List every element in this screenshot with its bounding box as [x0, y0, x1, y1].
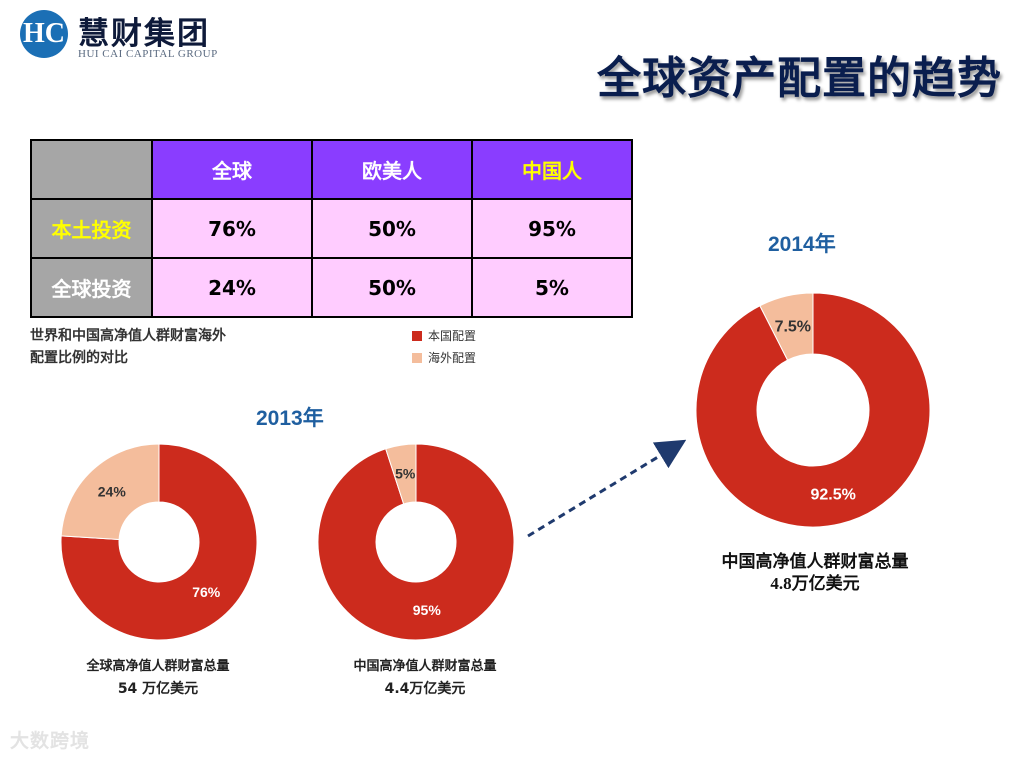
donut-global-overseas-label: 24%	[98, 484, 127, 500]
donut-subtitle-china-2013-title: 中国高净值人群财富总量	[353, 659, 497, 674]
legend-label-overseas: 海外配置	[428, 351, 477, 365]
table-cell: 50%	[311, 257, 473, 318]
legend-swatch-overseas	[412, 353, 422, 363]
legend-swatch-domestic	[412, 331, 422, 341]
table-cell: 5%	[471, 257, 633, 318]
table-header-row: 全球 欧美人 中国人	[30, 139, 633, 200]
trend-arrow	[527, 439, 687, 538]
donut-subtitle-global-amount: 54 万亿美元	[117, 681, 199, 697]
donut-subtitle-china-2013: 中国高净值人群财富总量 4.4万亿美元	[315, 656, 535, 700]
allocation-table: 全球 欧美人 中国人 本土投资 76% 50% 95% 全球投资 24% 50%…	[30, 139, 633, 318]
donut-subtitle-china-2014: 中国高净值人群财富总量 4.8万亿美元	[690, 551, 940, 595]
donut-subtitle-china-2014-amount: 4.8万亿美元	[770, 574, 860, 593]
table-row: 本土投资 76% 50% 95%	[30, 198, 633, 259]
table-corner-cell	[30, 139, 153, 200]
table-header-western: 欧美人	[311, 139, 473, 200]
table-cell: 95%	[471, 198, 633, 259]
donut-china2013-overseas-slice	[385, 443, 417, 505]
logo-chinese-name: 慧财集团	[78, 16, 210, 51]
table-row: 全球投资 24% 50% 5%	[30, 257, 633, 318]
watermark: 大数跨境	[10, 730, 91, 752]
donut-global-overseas-slice	[60, 443, 160, 541]
donut-china2014-overseas-slice	[759, 292, 814, 361]
page-title: 全球资产配置的趋势	[597, 53, 1002, 104]
donut-subtitle-global: 全球高净值人群财富总量 54 万亿美元	[58, 656, 258, 700]
donut-china2013-domestic-slice	[317, 443, 515, 641]
table-cell: 50%	[311, 198, 473, 259]
donut-global-domestic-label: 76%	[192, 584, 221, 600]
table-cell: 24%	[151, 257, 313, 318]
table-row-label-domestic: 本土投资	[30, 198, 153, 259]
chart-caption: 世界和中国高净值人群财富海外 配置比例的对比	[30, 325, 320, 369]
donut-china2014-domestic-label: 92.5%	[811, 487, 856, 504]
year-label-2014: 2014年	[768, 233, 836, 256]
donut-subtitle-china-2014-title: 中国高净值人群财富总量	[721, 552, 909, 571]
table-cell: 76%	[151, 198, 313, 259]
legend-label-domestic: 本国配置	[428, 329, 477, 343]
year-label-2013: 2013年	[256, 407, 324, 430]
caption-line-2: 配置比例的对比	[30, 350, 128, 366]
table-row-label-global: 全球投资	[30, 257, 153, 318]
legend-item-domestic: 本国配置	[412, 325, 476, 347]
company-logo: HC 慧财集团 HUI CAI CAPITAL GROUP	[20, 8, 250, 64]
logo-english-name: HUI CAI CAPITAL GROUP	[78, 48, 218, 60]
table-header-global: 全球	[151, 139, 313, 200]
legend-item-overseas: 海外配置	[412, 347, 476, 369]
caption-line-1: 世界和中国高净值人群财富海外	[30, 328, 226, 344]
donut-global-domestic-slice	[60, 443, 258, 641]
donut-china2013-domestic-label: 95%	[413, 602, 442, 618]
table-header-chinese: 中国人	[471, 139, 633, 200]
donut-subtitle-china-2013-amount: 4.4万亿美元	[384, 681, 466, 697]
chart-legend: 本国配置 海外配置	[412, 325, 476, 369]
donut-subtitle-global-title: 全球高净值人群财富总量	[86, 659, 230, 674]
donut-china2013-overseas-label: 5%	[395, 466, 416, 482]
donut-china2014-overseas-label: 7.5%	[775, 318, 811, 335]
logo-mark: HC	[20, 10, 68, 58]
donut-china2014-domestic-slice	[695, 292, 931, 528]
